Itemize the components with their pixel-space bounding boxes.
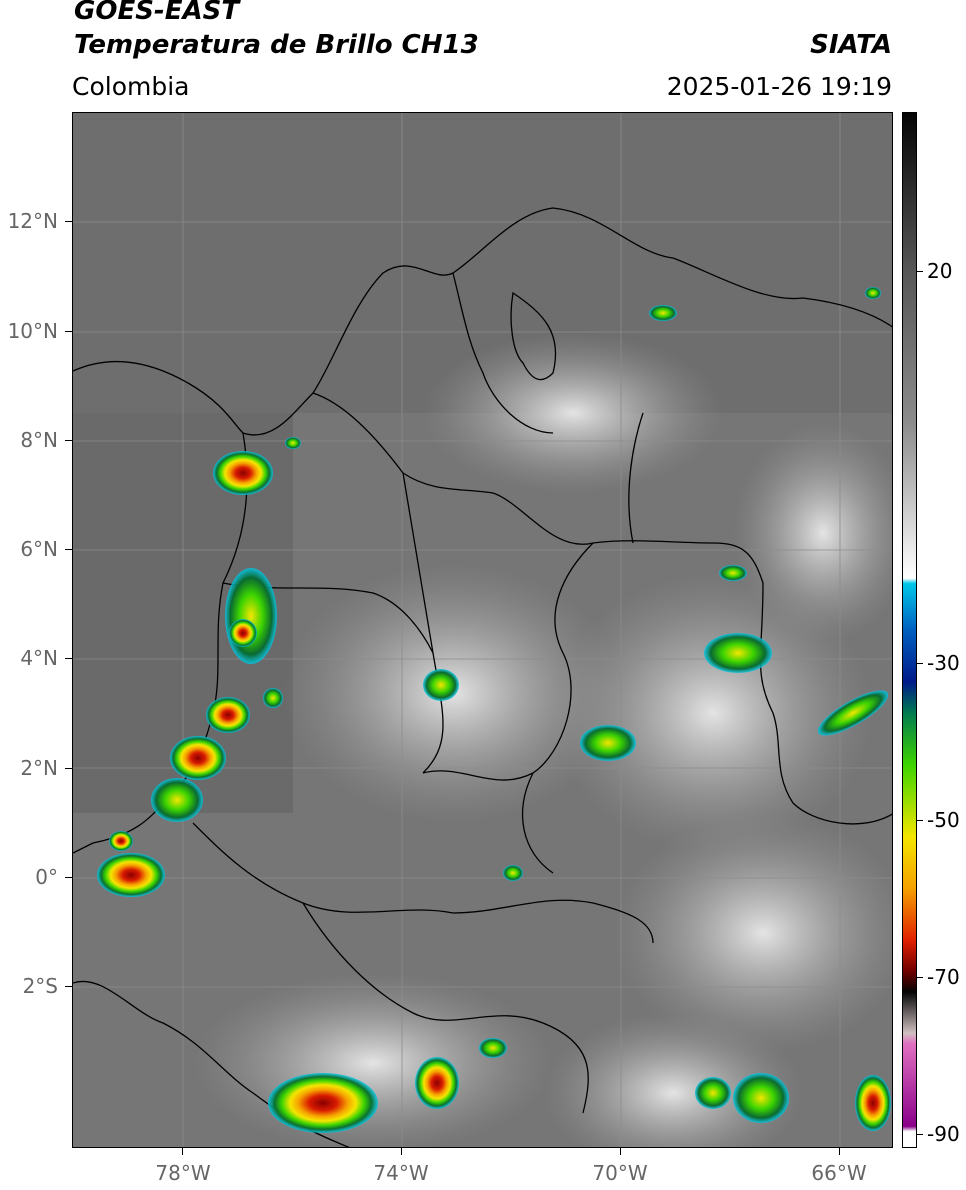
convection-cells [97,287,891,1133]
lon-tick [620,1148,621,1155]
lon-tick [182,1148,183,1155]
colorbar-label: -90 [927,1122,960,1146]
product-title: Temperatura de Brillo CH13 [74,30,479,60]
graticule [73,113,892,1147]
lat-label: 4°N [20,646,58,670]
lat-tick [65,877,72,878]
region-label: Colombia [72,72,190,101]
lat-tick [65,658,72,659]
lon-label: 66°W [811,1161,867,1185]
colorbar-tick [917,820,923,821]
brand-label: SIATA [810,30,892,60]
colorbar-label: -70 [927,965,960,989]
timestamp-label: 2025-01-26 19:19 [666,72,892,101]
colorbar-label: 20 [927,259,953,283]
colorbar-label: -30 [927,651,960,675]
lat-tick [65,331,72,332]
lon-label: 70°W [592,1161,648,1185]
lat-tick [65,768,72,769]
colorbar-tick [917,977,923,978]
lat-label: 12°N [7,209,58,233]
lon-label: 78°W [155,1161,211,1185]
lat-label: 0° [35,865,58,889]
lat-label: 8°N [20,428,58,452]
lat-label: 10°N [7,319,58,343]
lat-label: 6°N [20,537,58,561]
colorbar-tick [917,271,923,272]
lon-tick [401,1148,402,1155]
lon-tick [839,1148,840,1155]
colorbar-label: -50 [927,808,960,832]
colorbar [902,112,917,1148]
colorbar-tick [917,663,923,664]
satellite-map[interactable] [72,112,893,1148]
satellite-title: GOES-EAST [74,0,240,26]
colorbar-tick [917,1134,923,1135]
lat-tick [65,549,72,550]
lat-tick [65,440,72,441]
lat-tick [65,221,72,222]
lat-tick [65,986,72,987]
lat-label: 2°S [22,974,58,998]
lon-label: 74°W [373,1161,429,1185]
map-canvas [73,113,892,1147]
lat-label: 2°N [20,756,58,780]
colorbar-gradient [903,113,916,1147]
